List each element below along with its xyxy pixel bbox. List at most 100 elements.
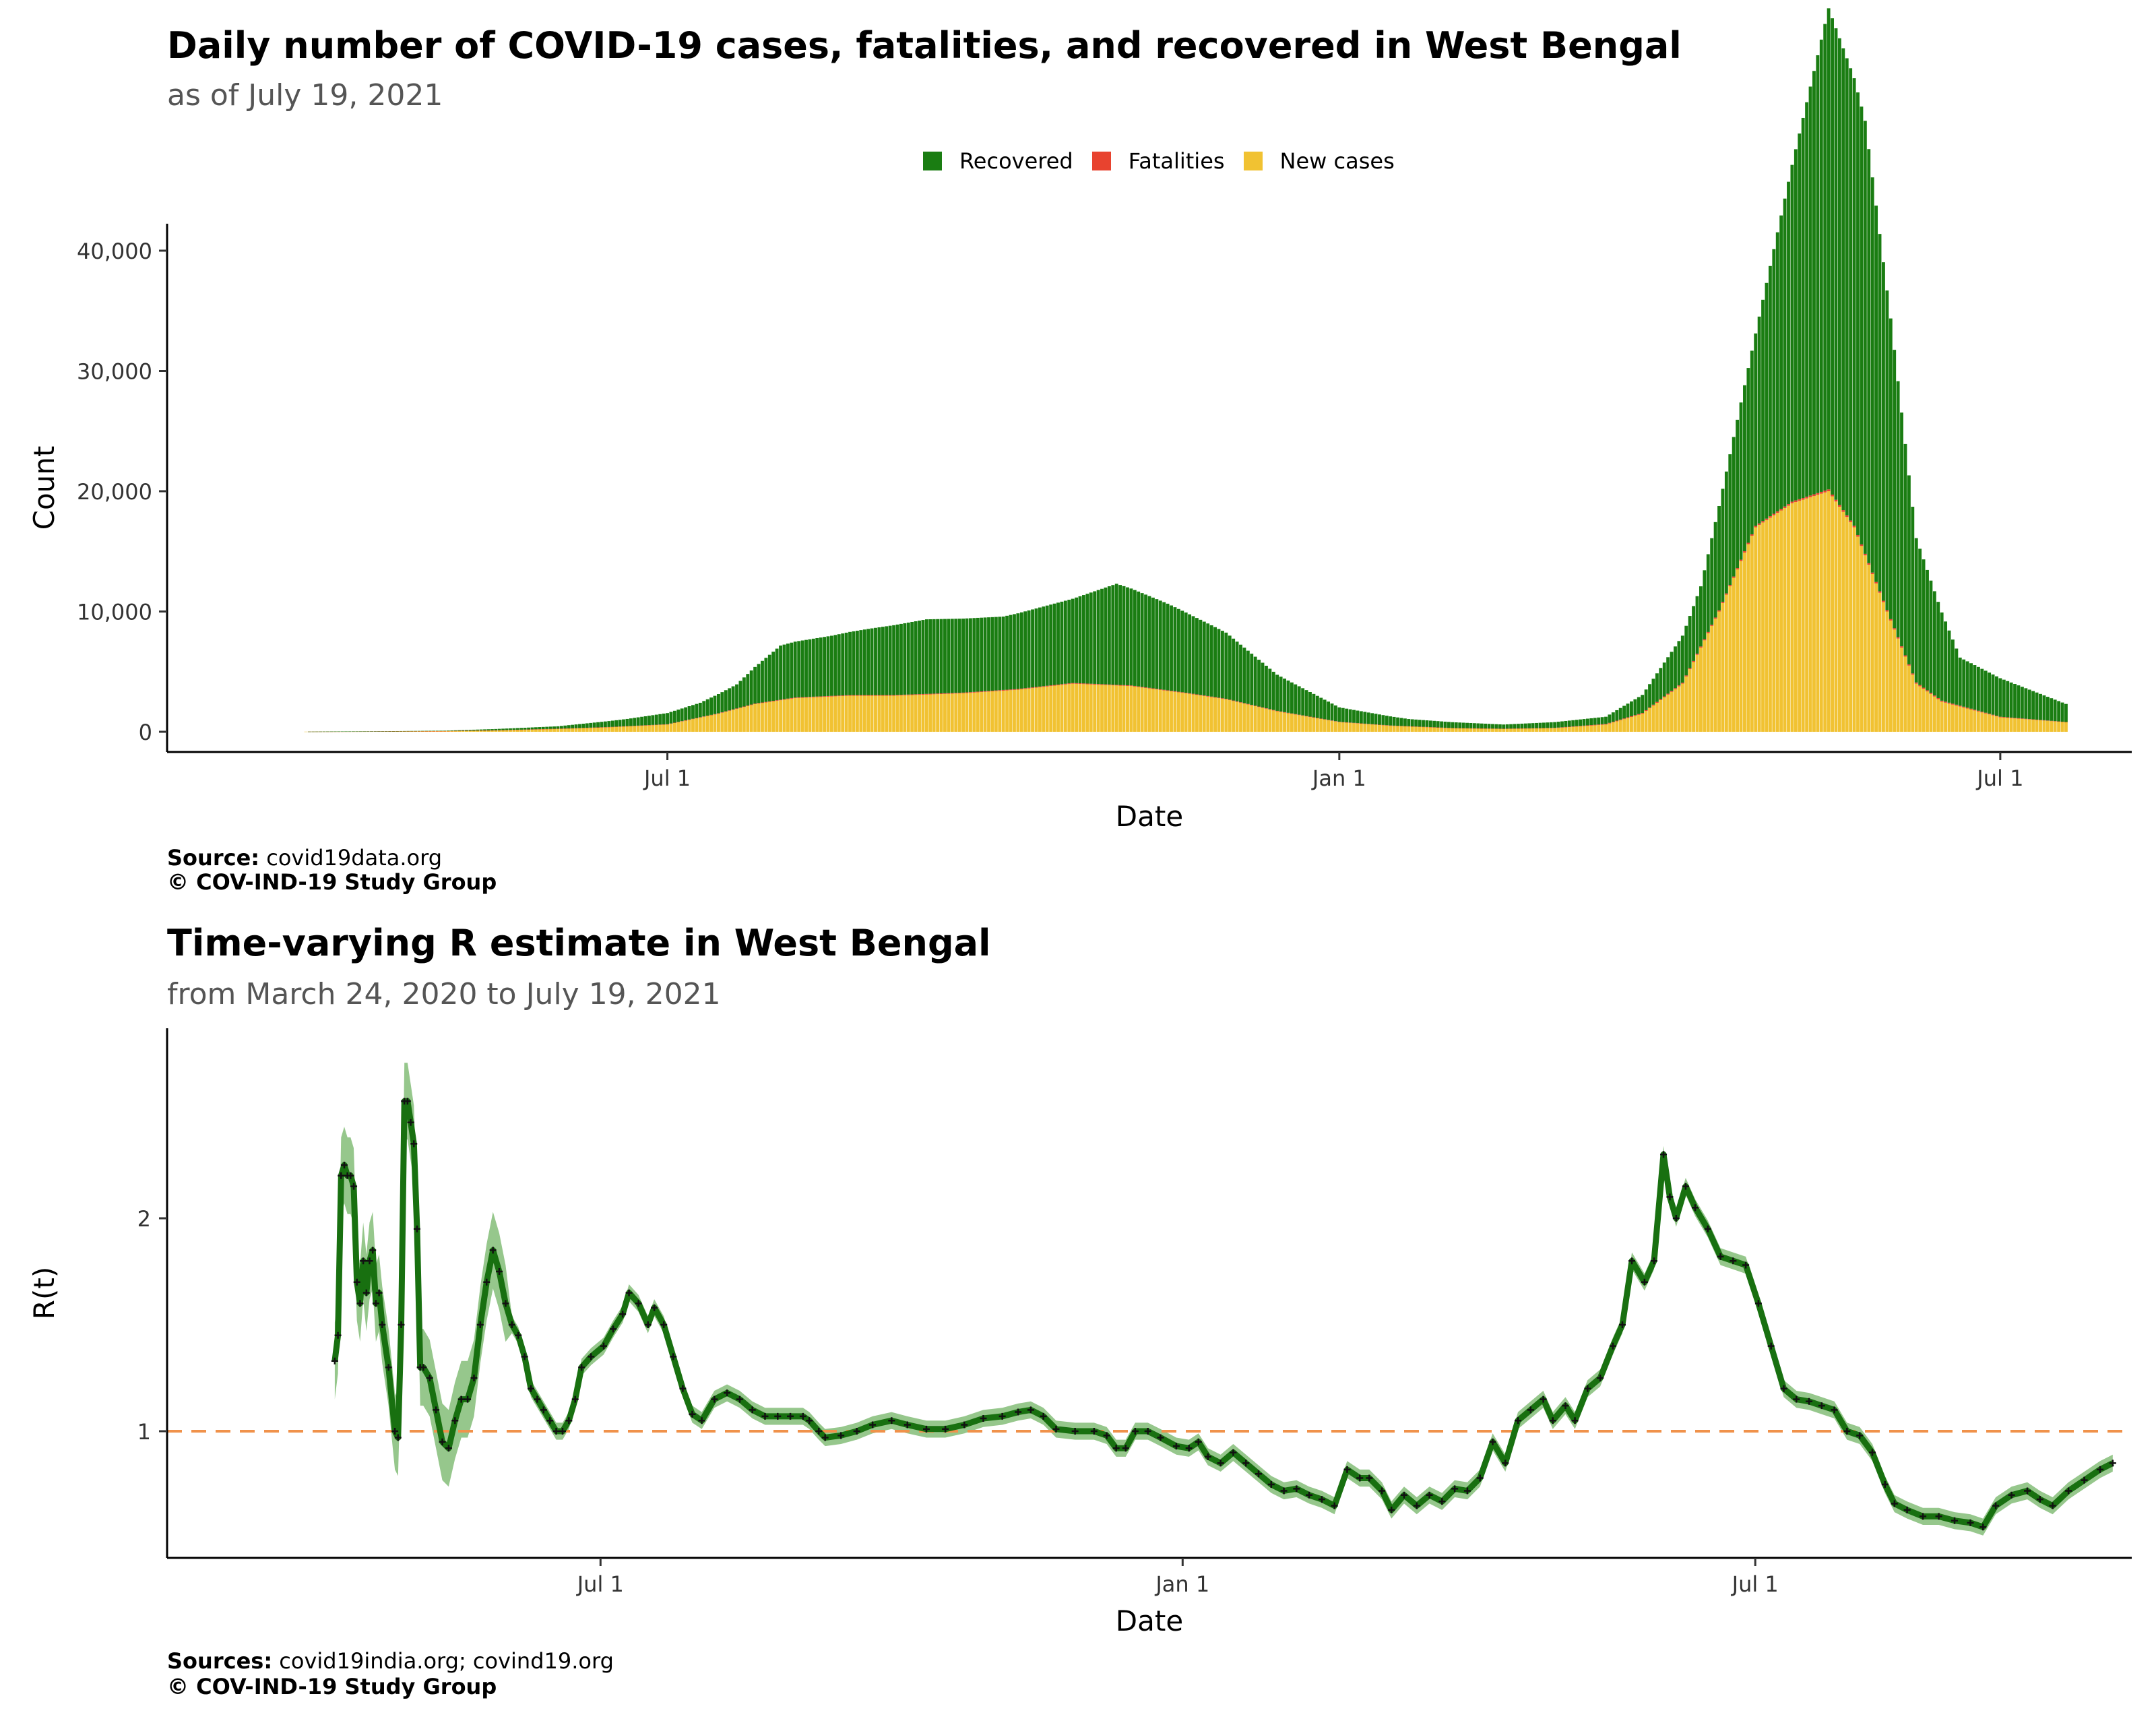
bar-fatalities-2021-01-04 <box>1348 722 1352 723</box>
bar-fatalities-2021-05-10 <box>1808 495 1812 497</box>
bar-fatalities-2020-04-26 <box>424 731 429 732</box>
bar-recovered-2021-03-06 <box>1571 720 1575 727</box>
bar-recovered-2021-01-06 <box>1356 710 1360 724</box>
bar-recovered-2021-06-22 <box>1965 661 1969 708</box>
bar-recovered-2020-09-22 <box>968 618 972 693</box>
bar-new-cases-2020-08-27 <box>874 695 877 732</box>
bar-fatalities-2021-06-25 <box>1976 710 1980 712</box>
bar-recovered-2020-10-20 <box>1071 598 1075 683</box>
bar-new-cases-2020-11-08 <box>1140 687 1144 732</box>
bar-fatalities-2021-05-20 <box>1845 515 1849 518</box>
bar-recovered-2020-11-11 <box>1151 597 1155 689</box>
r-point <box>1597 1375 1604 1381</box>
bar-recovered-2020-08-03 <box>786 644 790 699</box>
bar-fatalities-2021-02-18 <box>1513 728 1517 729</box>
r-point <box>1255 1470 1262 1478</box>
bar-new-cases-2021-01-28 <box>1436 727 1440 732</box>
r-point <box>353 1278 360 1286</box>
bar-fatalities-2020-08-26 <box>870 695 874 696</box>
bar-recovered-2020-08-15 <box>830 635 833 696</box>
bar-recovered-2020-08-06 <box>797 641 801 697</box>
r-point <box>426 1375 433 1381</box>
r-point <box>787 1412 794 1420</box>
bar-recovered-2021-02-08 <box>1476 723 1480 728</box>
bar-new-cases-2021-05-29 <box>1878 592 1882 732</box>
bar-fatalities-2021-06-03 <box>1896 637 1900 639</box>
bar-fatalities-2020-08-04 <box>790 697 794 699</box>
bar-fatalities-2020-08-21 <box>852 695 856 696</box>
bar-new-cases-2021-06-20 <box>1958 706 1962 732</box>
bar-fatalities-2021-04-27 <box>1761 521 1765 523</box>
bar-recovered-2021-04-11 <box>1703 570 1707 639</box>
r-point <box>600 1342 607 1350</box>
r-point <box>1704 1225 1711 1232</box>
bar-recovered-2020-08-08 <box>804 639 808 697</box>
bar-fatalities-2020-10-02 <box>1005 689 1009 691</box>
r-point <box>749 1406 756 1414</box>
bar-fatalities-2021-03-22 <box>1630 716 1633 718</box>
bar-fatalities-2020-07-08 <box>691 718 695 720</box>
r-point <box>1015 1408 1022 1416</box>
bar-fatalities-2021-06-13 <box>1932 695 1936 697</box>
bar-recovered-2021-01-17 <box>1396 717 1400 726</box>
bar-recovered-2021-01-27 <box>1432 720 1436 728</box>
bar-fatalities-2021-05-27 <box>1870 572 1874 574</box>
bar-new-cases-2021-05-01 <box>1775 513 1779 732</box>
bar-new-cases-2020-12-10 <box>1257 707 1261 732</box>
bar-recovered-2020-11-01 <box>1114 584 1118 685</box>
bar-new-cases-2020-05-19 <box>509 730 512 732</box>
bar-recovered-2021-04-25 <box>1754 333 1758 526</box>
bar-new-cases-2020-05-06 <box>461 730 465 732</box>
bar-recovered-2021-06-28 <box>1988 672 1992 714</box>
r-point <box>2065 1487 2072 1495</box>
bar-recovered-2021-02-17 <box>1509 724 1513 729</box>
r-point <box>1040 1412 1047 1420</box>
bar-fatalities-2020-11-14 <box>1162 689 1166 691</box>
bar-fatalities-2021-05-05 <box>1790 501 1794 503</box>
bar-recovered-2021-05-27 <box>1870 177 1874 573</box>
r-point <box>347 1172 354 1179</box>
bar-fatalities-2021-04-07 <box>1688 668 1692 670</box>
bar-fatalities-2021-02-24 <box>1535 728 1538 729</box>
bar-fatalities-2021-06-12 <box>1929 693 1933 694</box>
bar-new-cases-2021-05-18 <box>1837 506 1841 732</box>
bar-fatalities-2020-08-16 <box>833 695 837 697</box>
bar-recovered-2020-09-20 <box>961 619 965 693</box>
bar-recovered-2020-12-19 <box>1290 682 1294 714</box>
bar-recovered-2020-09-17 <box>950 619 954 693</box>
bar-recovered-2020-12-07 <box>1246 650 1250 704</box>
bar-recovered-2020-05-30 <box>548 726 552 729</box>
r-point <box>1527 1406 1534 1414</box>
bar-fatalities-2020-10-23 <box>1082 683 1085 685</box>
bar-recovered-2020-10-16 <box>1056 602 1060 685</box>
bar-fatalities-2020-10-25 <box>1089 683 1093 685</box>
bar-recovered-2021-05-28 <box>1874 206 1878 582</box>
bar-recovered-2021-05-26 <box>1867 149 1871 563</box>
bar-recovered-2020-05-05 <box>457 730 462 731</box>
bar-new-cases-2020-08-16 <box>833 696 837 732</box>
bar-recovered-2020-07-17 <box>724 690 728 712</box>
bar-recovered-2021-02-22 <box>1527 723 1531 728</box>
bar-fatalities-2021-04-14 <box>1713 617 1717 619</box>
bar-recovered-2021-01-26 <box>1428 720 1432 728</box>
r-point <box>837 1432 845 1439</box>
bar-recovered-2021-02-19 <box>1516 724 1520 729</box>
bar-new-cases-2020-06-19 <box>622 726 625 732</box>
r-point <box>1366 1474 1373 1482</box>
r-point <box>1660 1151 1668 1158</box>
bar-recovered-2020-09-30 <box>998 617 1002 691</box>
bar-recovered-2021-06-15 <box>1940 612 1944 701</box>
bar-new-cases-2021-02-04 <box>1461 728 1465 732</box>
r-point <box>815 1428 823 1435</box>
bar-fatalities-2020-07-03 <box>672 722 676 723</box>
r-point <box>2049 1502 2056 1509</box>
bar-new-cases-2021-05-10 <box>1808 497 1812 732</box>
bar-recovered-2021-07-17 <box>2057 701 2061 722</box>
bar-fatalities-2021-03-25 <box>1641 713 1645 714</box>
r-point <box>1754 1300 1762 1307</box>
bar-new-cases-2020-07-03 <box>672 722 676 732</box>
bar-recovered-2021-04-16 <box>1721 489 1725 602</box>
bar-recovered-2020-06-10 <box>589 722 593 728</box>
bar-fatalities-2020-10-04 <box>1013 689 1016 690</box>
bar-fatalities-2020-12-15 <box>1275 710 1279 712</box>
